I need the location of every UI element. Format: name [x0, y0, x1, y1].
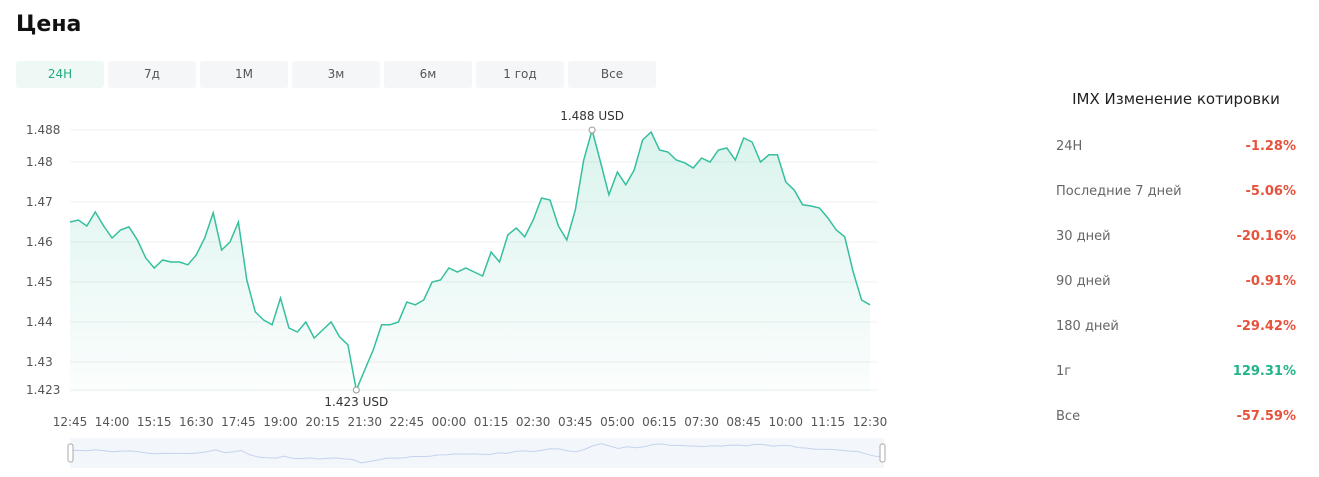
change-label: 180 дней: [1056, 319, 1119, 334]
navigator-line: [69, 443, 885, 464]
navigator: [70, 438, 884, 468]
tab[interactable]: 3м: [292, 61, 380, 88]
extreme-marker: [588, 126, 596, 134]
change-value: -57.59%: [1236, 409, 1296, 424]
x-tick-label: 00:00: [432, 415, 467, 429]
y-tick-label: 1.488: [26, 123, 60, 137]
x-tick-label: 01:15: [474, 415, 509, 429]
change-value: -20.16%: [1236, 229, 1296, 244]
x-tick-label: 15:15: [137, 415, 172, 429]
change-value: -1.28%: [1245, 139, 1297, 154]
tab[interactable]: 24H: [16, 61, 104, 88]
extreme-label: 1.423 USD: [324, 395, 388, 409]
x-tick-label: 21:30: [347, 415, 382, 429]
y-tick-label: 1.47: [26, 195, 53, 209]
x-tick-label: 05:00: [600, 415, 635, 429]
change-label: 1г: [1056, 364, 1072, 379]
change-value: -5.06%: [1245, 184, 1297, 199]
change-label: Последние 7 дней: [1056, 184, 1182, 199]
tabs: 24H 7д 1M 3м 6м 1 год Все: [16, 61, 656, 88]
tab[interactable]: Все: [568, 61, 656, 88]
change-row: Все -57.59%: [1056, 409, 1296, 454]
change-label: 90 дней: [1056, 274, 1111, 289]
x-tick-label: 06:15: [642, 415, 677, 429]
change-label: 30 дней: [1056, 229, 1111, 244]
extreme-label: 1.488 USD: [560, 109, 624, 123]
x-tick-label: 02:30: [516, 415, 551, 429]
x-tick-label: 08:45: [726, 415, 761, 429]
x-tick-label: 22:45: [390, 415, 425, 429]
y-tick-label: 1.43: [26, 355, 53, 369]
change-row: 24H -1.28%: [1056, 139, 1296, 184]
change-value: -0.91%: [1245, 274, 1297, 289]
y-tick-label: 1.45: [26, 275, 53, 289]
x-tick-label: 17:45: [221, 415, 256, 429]
y-tick-label: 1.46: [26, 235, 53, 249]
panel-title: IMX Изменение котировки: [1072, 90, 1280, 108]
navigator-handle: [67, 443, 74, 463]
change-value: -29.42%: [1236, 319, 1296, 334]
x-tick-label: 16:30: [179, 415, 214, 429]
y-tick-label: 1.48: [26, 155, 53, 169]
tab[interactable]: 7д: [108, 61, 196, 88]
change-value: 129.31%: [1232, 364, 1296, 379]
area: [70, 130, 870, 392]
change-panel: IMX Изменение котировки 24H -1.28% Последн…: [1056, 90, 1296, 454]
navigator-handle: [879, 443, 886, 463]
y-tick-label: 1.44: [26, 315, 53, 329]
tab[interactable]: 1M: [200, 61, 288, 88]
change-label: 24H: [1056, 139, 1083, 154]
x-tick-label: 12:45: [53, 415, 88, 429]
x-tick-label: 07:30: [684, 415, 719, 429]
x-tick-label: 10:00: [768, 415, 803, 429]
x-tick-label: 03:45: [558, 415, 593, 429]
extreme-marker: [352, 386, 360, 394]
line: [69, 127, 871, 393]
x-tick-label: 20:15: [305, 415, 340, 429]
page-title: Цена: [16, 12, 82, 37]
x-tick-label: 14:00: [95, 415, 130, 429]
change-row: Последние 7 дней -5.06%: [1056, 184, 1296, 229]
change-label: Все: [1056, 409, 1081, 424]
change-row: 30 дней -20.16%: [1056, 229, 1296, 274]
change-row: 90 дней -0.91%: [1056, 274, 1296, 319]
change-row: 180 дней -29.42%: [1056, 319, 1296, 364]
x-tick-label: 12:30: [853, 415, 888, 429]
tab[interactable]: 6м: [384, 61, 472, 88]
change-row: 1г 129.31%: [1056, 364, 1296, 409]
x-tick-label: 19:00: [263, 415, 298, 429]
tab[interactable]: 1 год: [476, 61, 564, 88]
y-tick-label: 1.423: [26, 383, 60, 397]
x-tick-label: 11:15: [811, 415, 846, 429]
